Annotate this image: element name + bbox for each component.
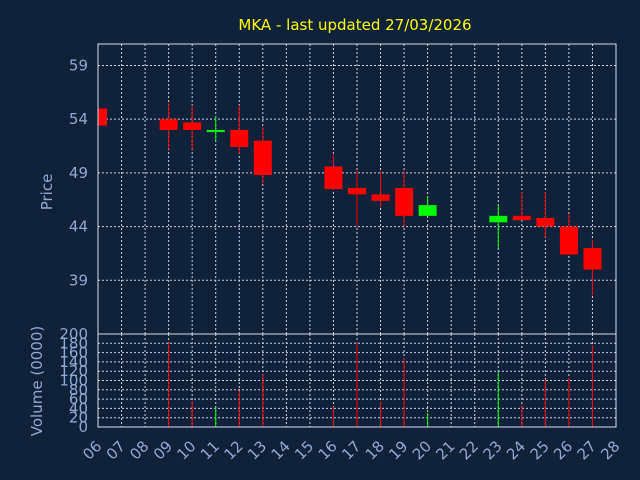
candle-body <box>583 248 602 270</box>
candle-body <box>324 166 343 189</box>
x-tick-label: 20 <box>409 437 435 463</box>
x-tick-label: 24 <box>503 437 529 463</box>
volume-bars <box>168 342 593 427</box>
volume-plot-frame <box>97 333 617 428</box>
x-tick-label: 26 <box>550 437 576 463</box>
chart-title: MKA - last updated 27/03/2026 <box>238 16 471 34</box>
volume-y-tick-label: 80 <box>69 381 88 399</box>
volume-axis-title: Volume (0000) <box>28 326 46 436</box>
candle-body <box>559 226 578 255</box>
candle-body <box>159 119 178 130</box>
candle-body <box>206 129 225 133</box>
x-tick-label: 15 <box>291 437 317 463</box>
volume-y-tick-label: 120 <box>59 362 88 380</box>
x-tick-label: 22 <box>456 437 482 463</box>
candle-body <box>348 187 366 195</box>
x-tick-label: 28 <box>597 437 623 463</box>
candle-body <box>418 205 437 216</box>
x-tick-label: 14 <box>268 437 294 463</box>
candle-body <box>230 129 249 148</box>
volume-y-tick-label: 160 <box>59 344 88 362</box>
candle-body <box>98 108 107 126</box>
price-y-ticks: 59 54 49 44 39 <box>69 56 88 289</box>
x-tick-label: 10 <box>173 437 199 463</box>
volume-y-tick-label: 0 <box>78 418 88 436</box>
x-tick-label: 12 <box>220 437 246 463</box>
x-tick-label: 08 <box>126 437 152 463</box>
x-tick-label: 23 <box>479 437 505 463</box>
price-y-tick-label: 44 <box>69 218 88 236</box>
price-y-tick-label: 54 <box>69 110 88 128</box>
candle-body <box>512 215 531 221</box>
price-y-tick-label: 49 <box>69 164 88 182</box>
x-tick-label: 21 <box>432 437 458 463</box>
volume-y-tick-label: 200 <box>59 325 88 343</box>
x-tick-label: 09 <box>150 437 176 463</box>
candle-body <box>536 218 555 227</box>
x-tick-label: 07 <box>103 437 129 463</box>
volume-y-tick-label: 20 <box>69 409 88 427</box>
candle-body <box>371 194 390 201</box>
x-tick-label: 11 <box>197 437 223 463</box>
price-y-tick-label: 39 <box>69 271 88 289</box>
x-tick-label: 18 <box>362 437 388 463</box>
price-y-tick-label: 59 <box>69 56 88 74</box>
x-tick-label: 06 <box>79 437 105 463</box>
volume-y-tick-label: 140 <box>59 353 88 371</box>
volume-y-tick-label: 180 <box>59 334 88 352</box>
volume-y-tick-label: 100 <box>59 372 88 390</box>
price-candles <box>97 103 602 296</box>
candle-body <box>253 140 272 176</box>
volume-y-tick-label: 60 <box>69 390 88 408</box>
x-axis-title: Day <box>333 456 363 474</box>
volume-y-tick-label: 40 <box>69 399 88 417</box>
candle-body <box>395 187 414 216</box>
price-axis-title: Price <box>38 174 56 211</box>
candle-body <box>183 122 202 130</box>
x-tick-label: 13 <box>244 437 270 463</box>
x-tick-label: 27 <box>574 437 600 463</box>
x-tick-label: 25 <box>527 437 553 463</box>
x-tick-label: 19 <box>385 437 411 463</box>
candle-body <box>489 215 508 223</box>
